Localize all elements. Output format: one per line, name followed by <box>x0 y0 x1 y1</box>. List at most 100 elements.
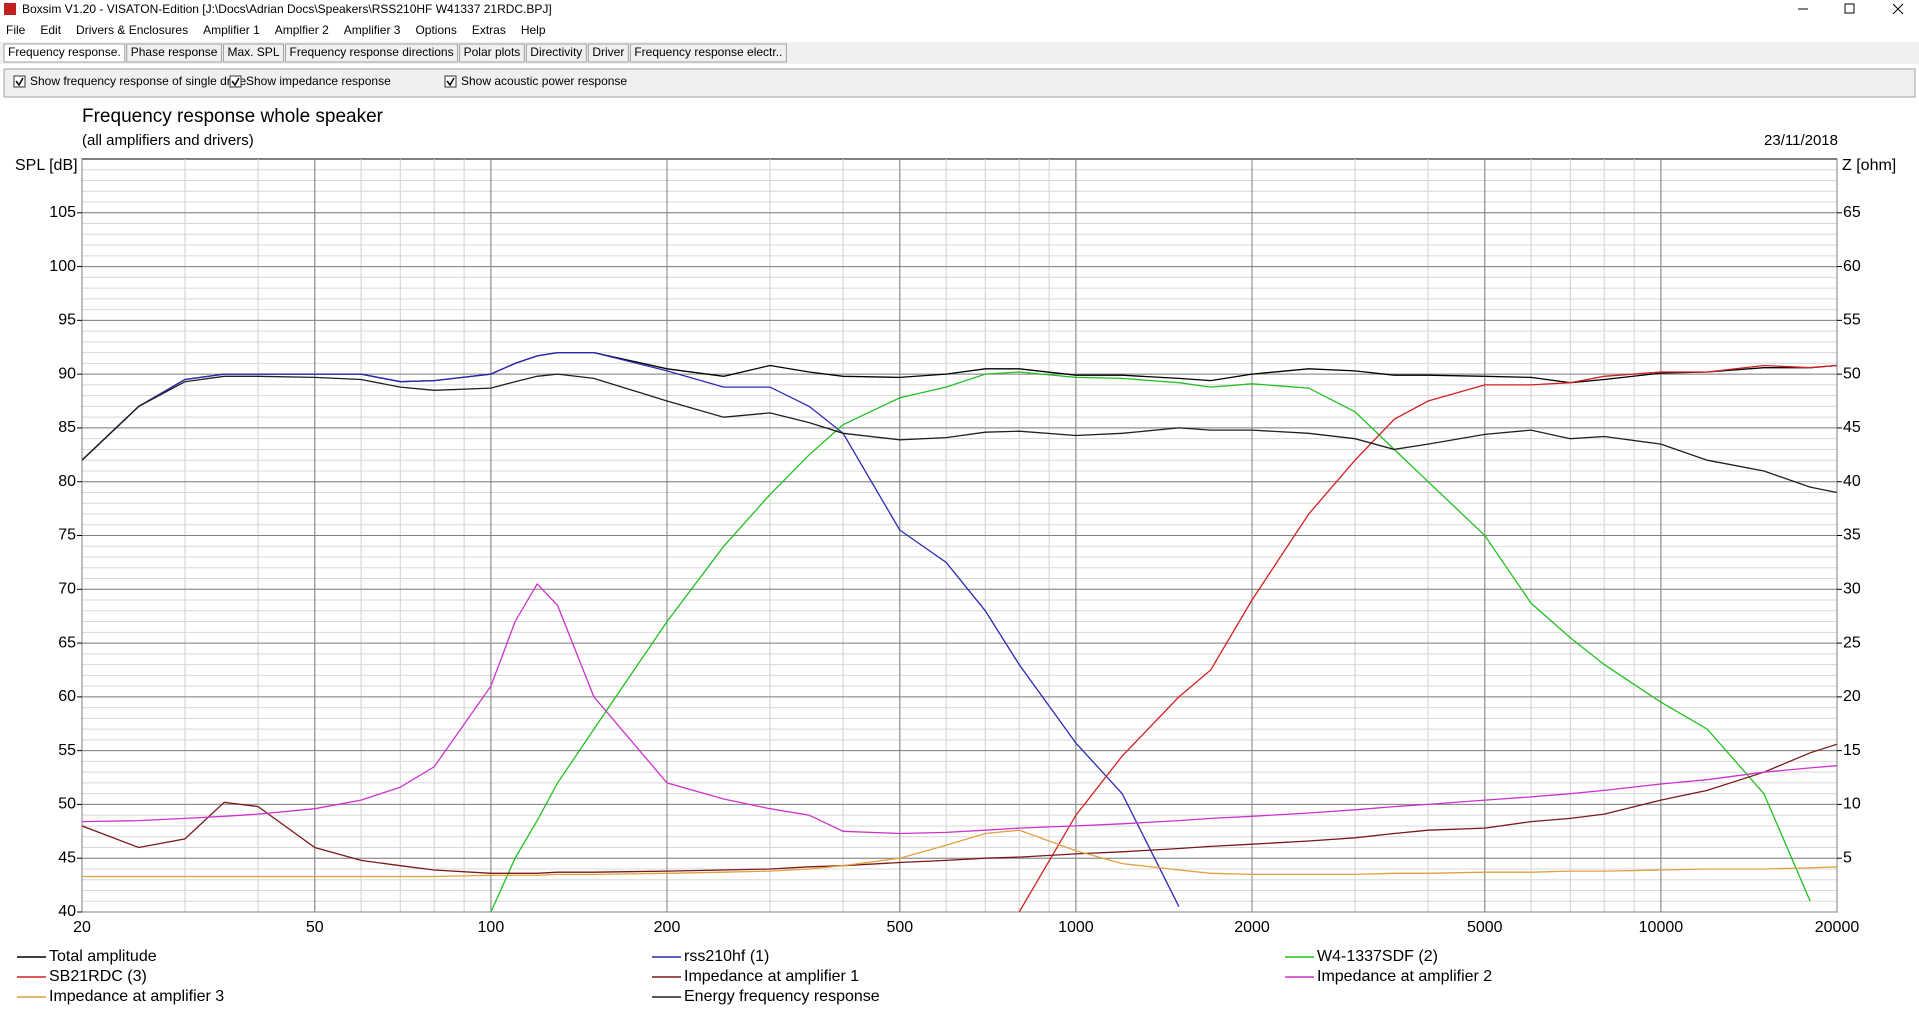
series-line <box>1018 364 1837 912</box>
y2-tick-label: 20 <box>1843 688 1861 705</box>
tab[interactable] <box>126 43 222 63</box>
tab[interactable] <box>459 43 525 63</box>
tab[interactable] <box>3 43 126 63</box>
x-tick-label: 2000 <box>1234 919 1270 936</box>
options-bar <box>3 68 1916 98</box>
series-line <box>82 743 1837 874</box>
y-tick-label: 80 <box>58 473 76 490</box>
menu-item[interactable]: Amplfier 2 <box>275 23 329 37</box>
checkbox[interactable] <box>229 75 242 88</box>
y-tick-label: 40 <box>58 903 76 920</box>
tab-label[interactable]: Polar plots <box>464 45 521 59</box>
legend-label: Energy frequency response <box>684 988 880 1005</box>
x-tick-label: 500 <box>886 919 913 936</box>
x-tick-label: 10000 <box>1639 919 1684 936</box>
checkbox[interactable] <box>444 75 457 88</box>
tab-label[interactable]: Frequency response directions <box>290 45 454 59</box>
tab-label[interactable]: Max. SPL <box>227 45 279 59</box>
y-tick-label: 95 <box>58 312 76 329</box>
series-line <box>82 582 1837 835</box>
x-tick-label: 1000 <box>1058 919 1094 936</box>
menu-item[interactable]: Help <box>521 23 546 37</box>
y2-tick-label: 60 <box>1843 258 1861 275</box>
legend-label: SB21RDC (3) <box>49 968 147 985</box>
y2-tick-label: 45 <box>1843 419 1861 436</box>
legend-label: Impedance at amplifier 2 <box>1317 968 1492 985</box>
options: Show frequency response of single drive S… <box>13 74 627 88</box>
menu-item[interactable]: Amplifier 1 <box>203 23 260 37</box>
x-tick-label: 50 <box>306 919 324 936</box>
app-icon <box>4 3 16 15</box>
y2-tick-label: 40 <box>1843 473 1861 490</box>
y-tick-label: 70 <box>58 581 76 598</box>
checkbox-label[interactable]: Show impedance response <box>246 74 391 88</box>
restore-button[interactable] <box>1844 3 1855 14</box>
y-tick-label: 55 <box>58 742 76 759</box>
checkbox-label[interactable]: Show frequency response of single drive <box>30 74 246 88</box>
x-tick-label: 20000 <box>1815 919 1860 936</box>
menu-item[interactable]: Amplifier 3 <box>344 23 401 37</box>
tab-label[interactable]: Frequency response electr.. <box>634 45 782 59</box>
checkmark[interactable] <box>231 77 240 87</box>
tab[interactable] <box>629 43 787 63</box>
tab-label[interactable]: Frequency response. <box>8 45 121 59</box>
y-tick-label: 45 <box>58 849 76 866</box>
checkbox[interactable] <box>13 75 26 88</box>
tab-label[interactable]: Driver <box>592 45 624 59</box>
plot-lines <box>82 351 1837 912</box>
tab[interactable] <box>525 43 587 63</box>
menu-item[interactable]: Options <box>415 23 456 37</box>
checkbox-label[interactable]: Show acoustic power response <box>461 74 627 88</box>
series-line <box>82 829 1837 878</box>
y-tick-label: 50 <box>58 796 76 813</box>
y-tick-label: 90 <box>58 365 76 382</box>
y2-tick-label: 5 <box>1843 849 1852 866</box>
y-tick-label: 105 <box>49 204 76 221</box>
series-line <box>490 371 1811 912</box>
y-tick-label: 85 <box>58 419 76 436</box>
legend-label: Total amplitude <box>49 948 157 965</box>
window-title: Boxsim V1.20 - VISATON-Edition [J:\Docs\… <box>22 2 552 16</box>
menu-item[interactable]: Drivers & Enclosures <box>76 23 188 37</box>
series-line <box>82 351 1180 907</box>
y-tick-label: 100 <box>49 258 76 275</box>
y-tick-label: 60 <box>58 688 76 705</box>
menu-bar: File Edit Drivers & Enclosures Amplifier 1 A… <box>6 23 546 37</box>
chart: 20 50 100 200 500 1000 2000 5000 10000 20000 40 45 5… <box>17 158 1861 1005</box>
tabs: Frequency response. Phase response Max. SP… <box>3 43 787 63</box>
y2-tick-label: 30 <box>1843 581 1861 598</box>
menu-item[interactable]: Edit <box>40 23 61 37</box>
y2-tick-label: 15 <box>1843 742 1861 759</box>
y2-tick-label: 50 <box>1843 365 1861 382</box>
y2-axis-label: Z [ohm] <box>1842 157 1896 174</box>
chart-date: 23/11/2018 <box>1764 132 1838 149</box>
y-axis-label: SPL [dB] <box>15 157 78 174</box>
y2-tick-label: 35 <box>1843 527 1861 544</box>
x-tick-label: 100 <box>478 919 505 936</box>
legend-label: W4-1337SDF (2) <box>1317 948 1438 965</box>
checkmark[interactable] <box>446 77 455 87</box>
legend-label: rss210hf (1) <box>684 948 769 965</box>
checkmark[interactable] <box>15 77 24 87</box>
tab[interactable] <box>587 43 629 63</box>
tab[interactable] <box>222 43 284 63</box>
window-controls[interactable] <box>1798 3 1904 15</box>
chart-title: Frequency response whole speaker <box>82 106 384 127</box>
x-tick-label: 200 <box>654 919 681 936</box>
y2-tick-label: 10 <box>1843 796 1861 813</box>
legend-label: Impedance at amplifier 3 <box>49 988 224 1005</box>
y-tick-label: 65 <box>58 634 76 651</box>
y2-tick-label: 55 <box>1843 312 1861 329</box>
menu-item[interactable]: Extras <box>472 23 506 37</box>
x-tick-label: 5000 <box>1467 919 1503 936</box>
tab-label[interactable]: Directivity <box>530 45 582 59</box>
close-button[interactable] <box>1892 3 1904 15</box>
tab[interactable] <box>285 43 459 63</box>
series-line <box>82 373 1837 494</box>
menu-item[interactable]: File <box>6 23 26 37</box>
x-tick-label: 20 <box>73 919 91 936</box>
y-tick-label: 75 <box>58 527 76 544</box>
tab-label[interactable]: Phase response <box>131 45 218 59</box>
chart-subtitle: (all amplifiers and drivers) <box>82 132 254 149</box>
